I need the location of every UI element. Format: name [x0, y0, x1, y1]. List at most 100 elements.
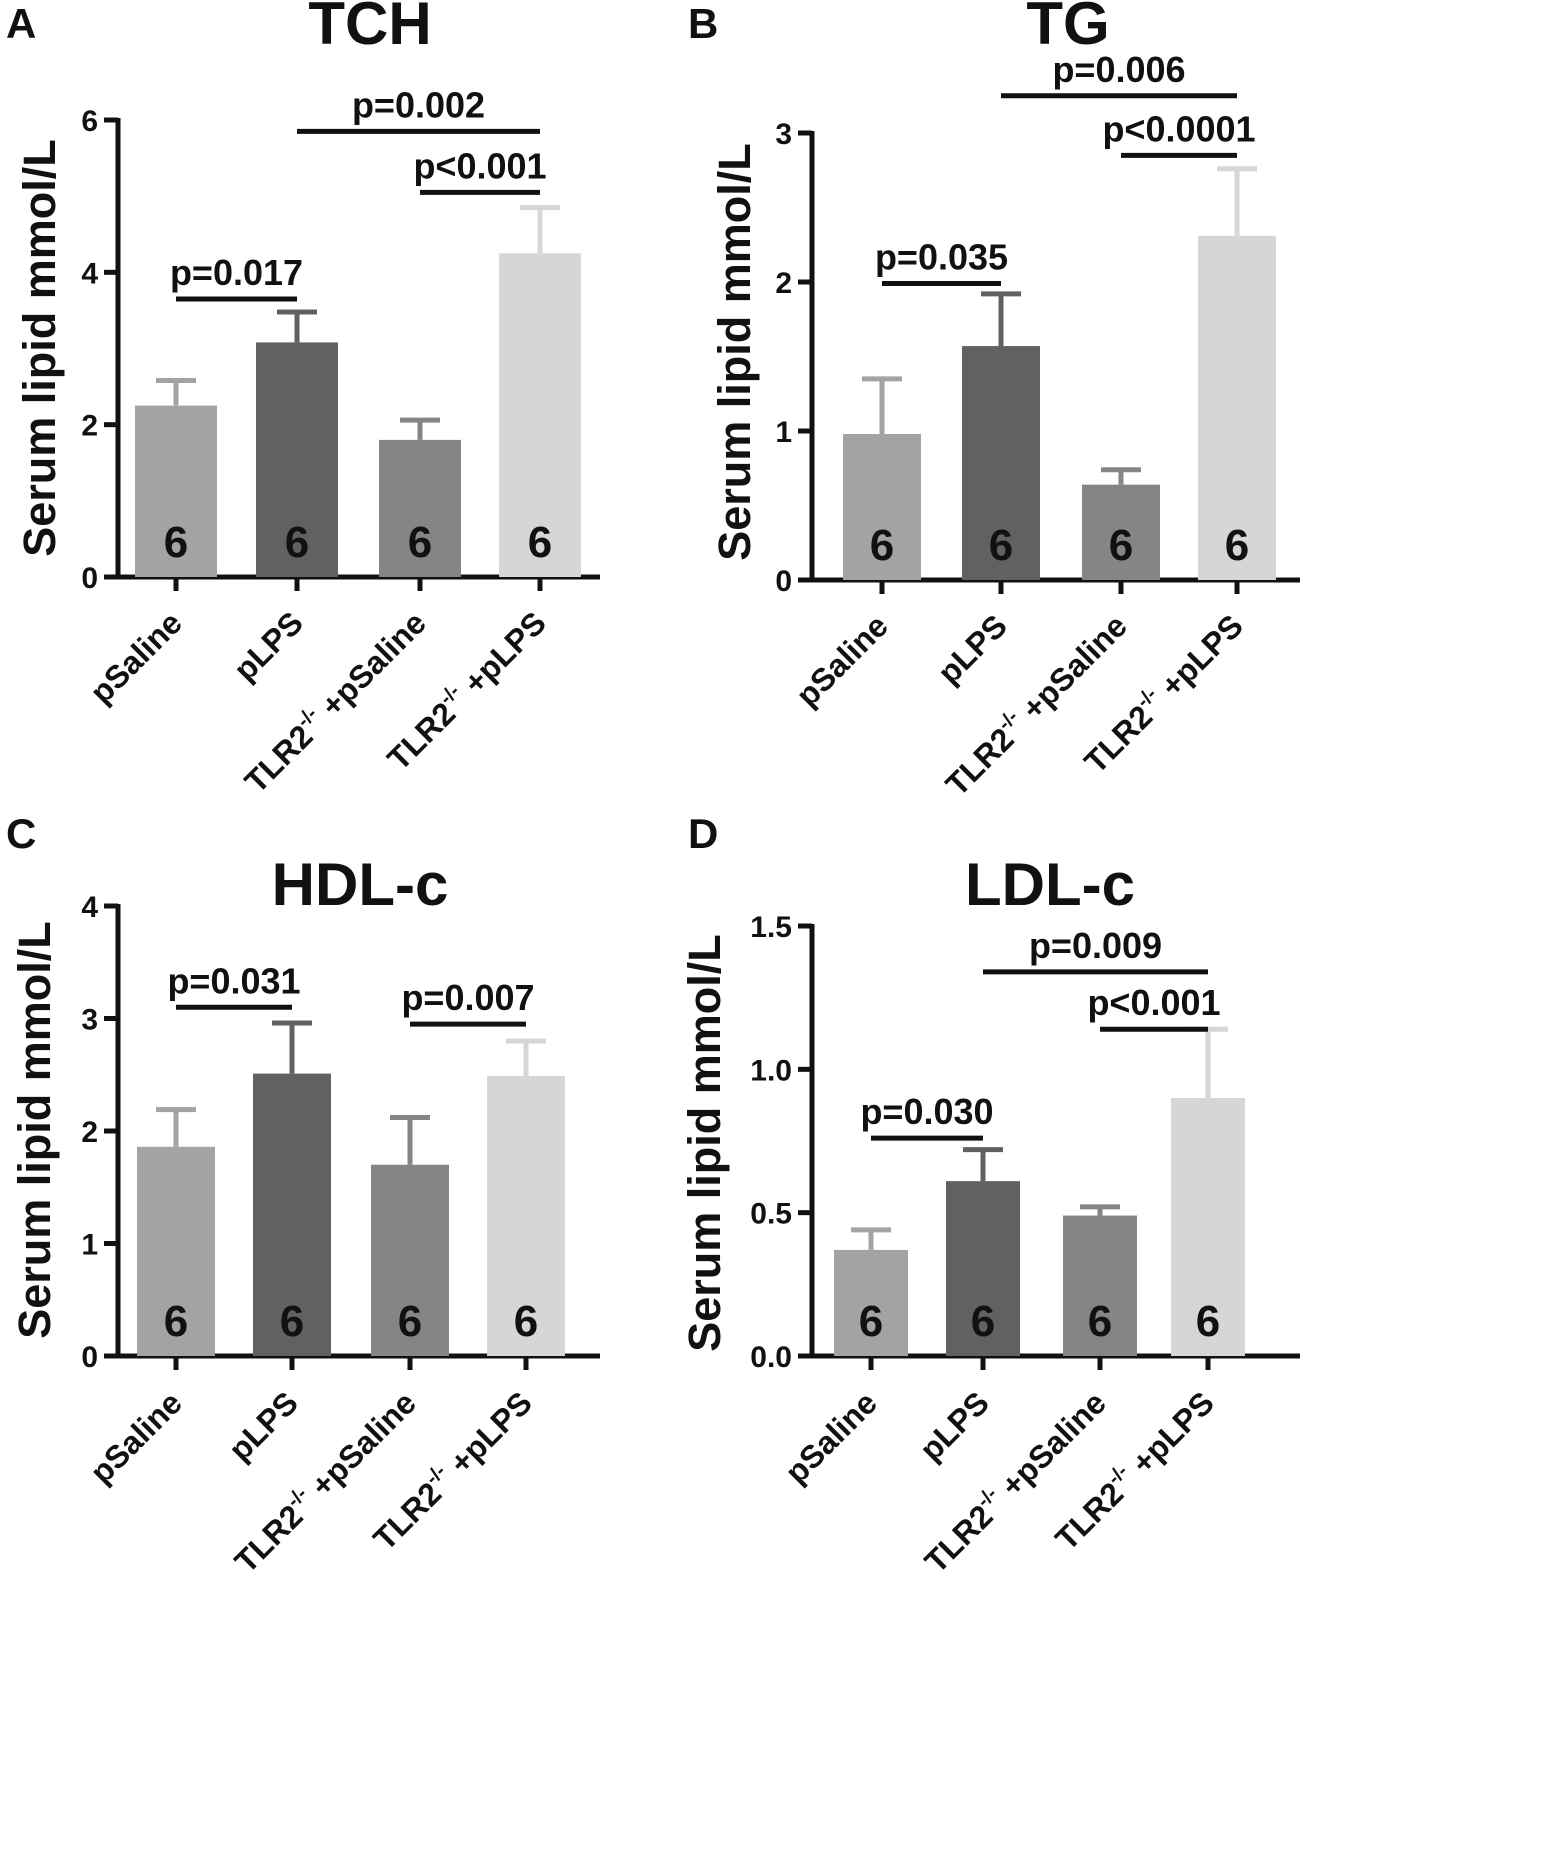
bar [371, 1164, 449, 1356]
p-value-label: p<0.001 [1087, 982, 1220, 1023]
bar [843, 433, 921, 580]
n-label: 6 [285, 518, 309, 567]
bar [1198, 235, 1276, 580]
y-tick-label: 1 [81, 1229, 98, 1262]
y-tick-label: 3 [775, 118, 792, 151]
y-tick-label: 6 [81, 105, 98, 138]
n-label: 6 [408, 518, 432, 567]
y-axis-label: Serum lipid mmol/L [9, 921, 60, 1339]
y-axis-label: Serum lipid mmol/L [709, 143, 760, 561]
category-label-main: pSaline [778, 1384, 884, 1490]
n-label: 6 [971, 1297, 995, 1346]
panel-letter: C [6, 810, 36, 857]
category-label: pSaline [83, 1384, 189, 1490]
bar [256, 342, 338, 577]
bar [962, 346, 1040, 580]
bar [1171, 1098, 1245, 1356]
category-label-rest: +pLPS [436, 1384, 539, 1487]
y-tick-label: 0 [81, 1341, 98, 1374]
y-axis-label: Serum lipid mmol/L [14, 139, 65, 557]
chart-title: LDL-c [965, 851, 1135, 918]
category-label-rest: +pSaline [308, 604, 433, 729]
n-label: 6 [514, 1297, 538, 1346]
chart-title: HDL-c [272, 851, 449, 918]
bar [1063, 1215, 1137, 1356]
n-label: 6 [1225, 521, 1249, 570]
panel-letter: A [6, 0, 36, 47]
y-axis-label: Serum lipid mmol/L [679, 934, 730, 1352]
y-tick-label: 1.5 [750, 911, 792, 944]
category-label-main: pLPS [222, 1384, 305, 1467]
p-value-label: p=0.002 [352, 84, 485, 125]
panel-a: A TCH Serum lipid mmol/L 0 2 4 6 6 pSaline 6 pLPS 6… [6, 0, 600, 800]
p-value-label: p=0.035 [875, 236, 1008, 277]
category-label-main: pSaline [789, 607, 895, 713]
category-label-main: pSaline [83, 1384, 189, 1490]
y-tick-label: 4 [81, 257, 98, 290]
y-tick-label: 3 [81, 1004, 98, 1037]
n-label: 6 [164, 1297, 188, 1346]
category-label: pSaline [789, 607, 895, 713]
category-label-main: pLPS [913, 1384, 996, 1467]
n-label: 6 [870, 521, 894, 570]
p-value-label: p=0.030 [860, 1091, 993, 1132]
panel-c: C HDL-c Serum lipid mmol/L 0 1 2 3 4 6 pSaline 6 pL… [6, 810, 600, 1580]
category-label-rest: +pSaline [1009, 607, 1134, 732]
n-label: 6 [528, 518, 552, 567]
category-label-rest: +pLPS [1118, 1384, 1221, 1487]
n-label: 6 [1088, 1297, 1112, 1346]
bar [137, 1146, 215, 1356]
y-tick-label: 1.0 [750, 1054, 792, 1087]
category-label: pSaline [778, 1384, 884, 1490]
y-tick-label: 2 [81, 1116, 98, 1149]
chart-title: TG [1026, 0, 1109, 57]
category-label-main: pLPS [227, 604, 310, 687]
p-value-label: p=0.017 [170, 252, 303, 293]
n-label: 6 [1196, 1297, 1220, 1346]
category-label-rest: +pLPS [450, 604, 553, 707]
bar [946, 1181, 1020, 1356]
y-tick-label: 0.5 [750, 1198, 792, 1231]
n-label: 6 [989, 521, 1013, 570]
p-value-label: p=0.006 [1052, 49, 1185, 90]
p-value-label: p=0.031 [167, 960, 300, 1001]
y-tick-label: 1 [775, 416, 792, 449]
bar [1082, 484, 1160, 580]
category-label: pLPS [913, 1384, 996, 1467]
category-label: pLPS [222, 1384, 305, 1467]
category-label-main: pLPS [931, 607, 1014, 690]
bar [135, 405, 217, 577]
category-label-rest: +pLPS [1147, 607, 1250, 710]
p-value-label: p=0.007 [401, 977, 534, 1018]
y-tick-label: 2 [81, 410, 98, 443]
panel-letter: D [688, 810, 718, 857]
y-tick-label: 0 [775, 565, 792, 598]
p-value-label: p<0.0001 [1102, 108, 1255, 149]
y-tick-label: 4 [81, 891, 98, 924]
bar [253, 1073, 331, 1356]
category-label: pLPS [227, 604, 310, 687]
n-label: 6 [1109, 521, 1133, 570]
panel-letter: B [688, 0, 718, 47]
p-value-label: p<0.001 [413, 145, 546, 186]
category-label: pSaline [83, 604, 189, 710]
y-tick-label: 0.0 [750, 1341, 792, 1374]
y-tick-label: 2 [775, 267, 792, 300]
category-label-rest: +pSaline [298, 1384, 423, 1509]
n-label: 6 [164, 518, 188, 567]
bar [834, 1249, 908, 1356]
chart-title: TCH [308, 0, 431, 57]
n-label: 6 [398, 1297, 422, 1346]
n-label: 6 [859, 1297, 883, 1346]
bar [499, 253, 581, 577]
n-label: 6 [280, 1297, 304, 1346]
category-label-main: pSaline [83, 604, 189, 710]
bar [487, 1075, 565, 1356]
y-tick-label: 0 [81, 562, 98, 595]
category-label: pLPS [931, 607, 1014, 690]
panel-d: D LDL-c Serum lipid mmol/L 0.0 0.5 1.0 1.5 6 pSa… [679, 810, 1300, 1580]
bar [379, 439, 461, 577]
p-value-label: p=0.009 [1029, 925, 1162, 966]
